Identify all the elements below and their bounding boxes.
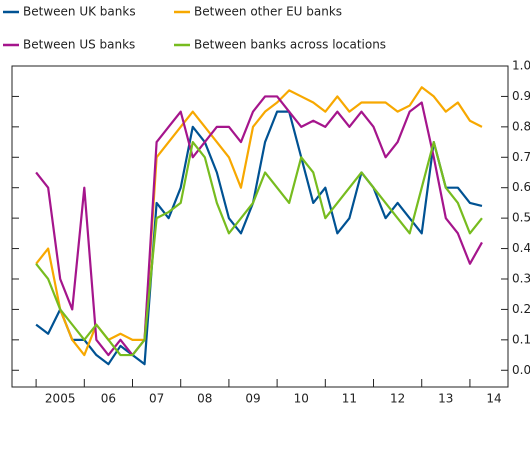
x-tick-label: 09: [245, 392, 260, 406]
x-tick-label: 14: [486, 392, 501, 406]
y-tick-label: 0.9: [512, 89, 530, 103]
y-tick-label: 0.6: [512, 180, 530, 194]
series-line: [35, 110, 483, 366]
y-tick-label: 0.4: [512, 241, 530, 255]
x-tick-label: 11: [342, 392, 357, 406]
legend-label: Between UK banks: [23, 5, 136, 19]
y-tick-label: 0.5: [512, 211, 530, 225]
x-tick-label: 06: [101, 392, 116, 406]
x-tick-label: 08: [197, 392, 212, 406]
series-line: [35, 86, 483, 357]
y-tick-label: 0.7: [512, 150, 530, 164]
legend-label: Between other EU banks: [194, 5, 342, 19]
y-tick-label: 1.0: [512, 59, 530, 73]
plot-frame: [11, 65, 509, 388]
y-tick-label: 0.2: [512, 302, 530, 316]
y-tick-label: 0.8: [512, 119, 530, 133]
x-tick-label: 07: [149, 392, 164, 406]
x-tick-label: 2005: [45, 392, 76, 406]
y-tick-label: 0.1: [512, 332, 530, 346]
series-line: [35, 140, 483, 357]
legend-label: Between US banks: [23, 38, 135, 52]
x-tick-label: 12: [390, 392, 405, 406]
legend-label: Between banks across locations: [194, 38, 386, 52]
y-tick-label: 0.0: [512, 363, 530, 377]
series-line: [35, 95, 483, 357]
x-tick-label: 10: [294, 392, 309, 406]
x-tick-label: 13: [438, 392, 453, 406]
y-tick-label: 0.3: [512, 271, 530, 285]
